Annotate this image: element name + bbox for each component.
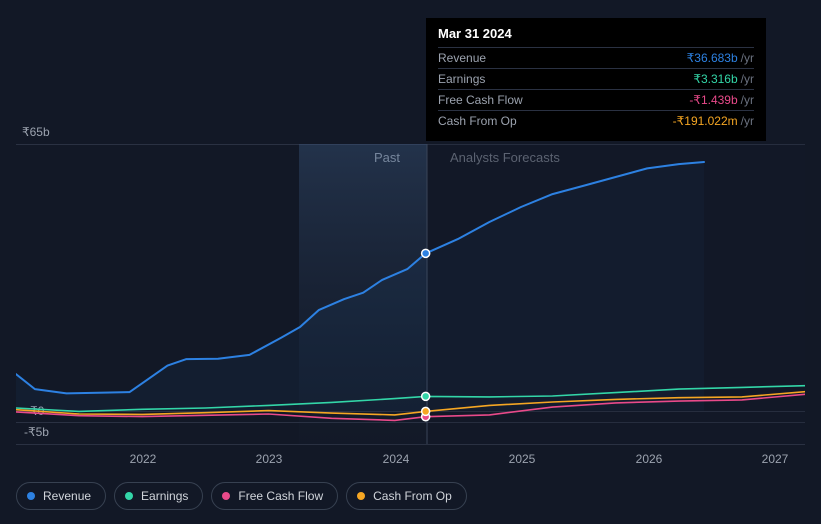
tooltip-value: ₹36.683b: [687, 51, 738, 65]
legend-item-cfo[interactable]: Cash From Op: [346, 482, 467, 510]
tooltip-row-revenue: Revenue ₹36.683b /yr: [438, 47, 754, 68]
tooltip-value: -₹191.022m: [673, 114, 738, 128]
tooltip-row-earnings: Earnings ₹3.316b /yr: [438, 68, 754, 89]
legend-label: Revenue: [43, 489, 91, 503]
tooltip-unit: /yr: [741, 114, 754, 128]
legend-item-fcf[interactable]: Free Cash Flow: [211, 482, 338, 510]
tooltip-row-fcf: Free Cash Flow -₹1.439b /yr: [438, 89, 754, 110]
legend-dot-icon: [27, 492, 35, 500]
tooltip-label: Free Cash Flow: [438, 93, 689, 107]
legend-dot-icon: [222, 492, 230, 500]
x-axis-label: 2023: [256, 452, 283, 466]
x-axis-label: 2027: [762, 452, 789, 466]
tooltip-value: ₹3.316b: [693, 72, 737, 86]
legend-dot-icon: [125, 492, 133, 500]
legend-label: Cash From Op: [373, 489, 452, 503]
x-axis-label: 2026: [636, 452, 663, 466]
legend-item-earnings[interactable]: Earnings: [114, 482, 203, 510]
chart-legend: Revenue Earnings Free Cash Flow Cash Fro…: [16, 482, 467, 510]
tooltip-unit: /yr: [741, 51, 754, 65]
x-axis-label: 2025: [509, 452, 536, 466]
gridline-baseline: [16, 444, 805, 445]
tooltip-unit: /yr: [741, 72, 754, 86]
tooltip-date: Mar 31 2024: [438, 26, 754, 47]
x-axis-label: 2022: [130, 452, 157, 466]
x-axis-label: 2024: [383, 452, 410, 466]
legend-item-revenue[interactable]: Revenue: [16, 482, 106, 510]
tooltip-unit: /yr: [741, 93, 754, 107]
legend-label: Earnings: [141, 489, 188, 503]
tooltip-label: Earnings: [438, 72, 693, 86]
legend-dot-icon: [357, 492, 365, 500]
tooltip-label: Cash From Op: [438, 114, 673, 128]
tooltip-label: Revenue: [438, 51, 687, 65]
chart-tooltip: Mar 31 2024 Revenue ₹36.683b /yr Earning…: [426, 18, 766, 141]
tooltip-value: -₹1.439b: [689, 93, 737, 107]
legend-label: Free Cash Flow: [238, 489, 323, 503]
tooltip-row-cfo: Cash From Op -₹191.022m /yr: [438, 110, 754, 131]
